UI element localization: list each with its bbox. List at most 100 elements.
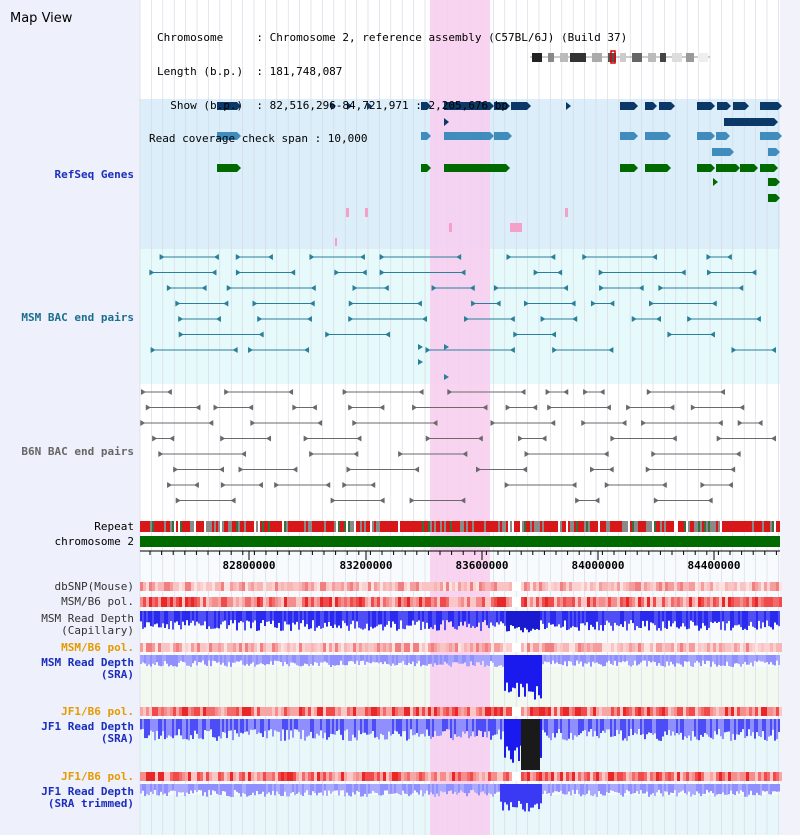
density-cell [323, 643, 326, 652]
repeat-element [198, 521, 200, 532]
gene-block [760, 164, 774, 172]
gene-arrow [667, 132, 671, 140]
read-depth-bar [760, 784, 762, 796]
read-depth-bar [452, 655, 454, 663]
read-depth-bar [574, 719, 576, 736]
read-depth-bar [462, 655, 464, 664]
density-cell [152, 643, 155, 652]
read-depth-bar [586, 784, 588, 794]
msm-bac-pair-end [421, 316, 427, 322]
density-cell [587, 707, 590, 716]
read-depth-bar [388, 719, 390, 732]
density-cell [755, 707, 758, 716]
read-depth-bar [608, 611, 610, 623]
read-depth-bar [656, 655, 658, 666]
track-label-jf1-read-depth-trimmed[interactable]: JF1 Read Depth (SRA trimmed) [41, 785, 134, 810]
msm-bac-pair-end [738, 285, 744, 291]
density-cell [254, 643, 257, 652]
read-depth-bar [346, 655, 348, 666]
density-cell [608, 772, 611, 781]
track-label-jf1-b6-pol-2[interactable]: JF1/B6 pol. [61, 770, 134, 783]
read-depth-bar [418, 719, 420, 737]
read-depth-bar [660, 719, 662, 741]
read-depth-bar [626, 719, 628, 741]
msm-bac-end [418, 344, 423, 350]
ideogram-band [532, 53, 542, 62]
repeat-element [656, 521, 658, 532]
density-cell [374, 707, 377, 716]
read-depth-bar [246, 611, 248, 621]
track-label-msm-read-depth-capillary[interactable]: MSM Read Depth (Capillary) [41, 612, 134, 637]
read-depth-bar [382, 719, 384, 736]
density-cell [602, 597, 605, 607]
read-depth-bar [726, 784, 728, 795]
read-depth-bar [164, 719, 166, 740]
track-label-chromosome[interactable]: chromosome 2 [54, 535, 134, 548]
read-depth-bar [312, 611, 314, 621]
track-label-msm-bac-end-pairs[interactable]: MSM BAC end pairs [21, 311, 134, 324]
track-label-jf1-read-depth-sra[interactable]: JF1 Read Depth (SRA) [41, 720, 134, 745]
density-cell [377, 643, 380, 652]
read-depth-bar [478, 611, 480, 623]
repeat-element [216, 521, 218, 532]
track-label-jf1-b6-pol-1[interactable]: JF1/B6 pol. [61, 705, 134, 718]
repeat-element [192, 521, 194, 532]
density-cell [200, 707, 203, 716]
track-label-msm-read-depth-sra[interactable]: MSM Read Depth (SRA) [41, 656, 134, 681]
repeat-element [358, 521, 360, 532]
read-depth-bar [398, 611, 400, 630]
read-depth-bar [564, 719, 566, 740]
density-cell [368, 597, 371, 607]
read-depth-bar [422, 719, 424, 734]
read-depth-bar [582, 719, 584, 731]
read-depth-bar [222, 611, 224, 622]
density-cell [299, 643, 302, 652]
density-cell [503, 772, 506, 781]
density-cell [752, 772, 755, 781]
read-depth-bar [724, 655, 726, 666]
gene-arrow [726, 132, 730, 140]
density-cell [749, 582, 752, 591]
read-depth-bar [272, 611, 274, 621]
density-cell [638, 772, 641, 781]
read-depth-bar [584, 611, 586, 626]
b6n-bac-pair-end [140, 389, 146, 395]
read-depth-bar [580, 611, 582, 624]
b6n-bac-pair-end [250, 420, 256, 426]
density-cell [653, 582, 656, 591]
repeat-element [706, 521, 708, 532]
density-cell [644, 582, 647, 591]
repeat-element [566, 521, 568, 532]
density-cell [311, 707, 314, 716]
density-cell [725, 643, 728, 652]
read-depth-bar [706, 655, 708, 661]
read-depth-bar [700, 611, 702, 629]
density-cell [206, 582, 209, 591]
density-cell [248, 582, 251, 591]
density-cell [635, 707, 638, 716]
density-cell [302, 597, 305, 607]
track-label-b6n-bac-end-pairs[interactable]: B6N BAC end pairs [21, 445, 134, 458]
repeat-element [244, 521, 246, 532]
density-cell [143, 582, 146, 591]
track-label-refseq-genes[interactable]: RefSeq Genes [54, 168, 134, 181]
gene-block [645, 164, 667, 172]
track-label-msm-b6-pol-2[interactable]: MSM/B6 pol. [61, 641, 134, 654]
read-depth-bar [414, 655, 416, 667]
density-cell [410, 707, 413, 716]
read-depth-bar [442, 719, 444, 732]
track-label-repeat[interactable]: Repeat [94, 520, 134, 533]
read-depth-bar [306, 611, 308, 625]
density-cell [602, 582, 605, 591]
read-depth-bar [694, 719, 696, 737]
density-cell [773, 643, 776, 652]
read-depth-bar [366, 784, 368, 797]
read-depth-bar [486, 611, 488, 626]
density-cell [683, 597, 686, 607]
read-depth-bar [248, 719, 250, 735]
density-cell [566, 597, 569, 607]
track-label-msm-b6-pol-1[interactable]: MSM/B6 pol. [61, 595, 134, 608]
track-label-dbsnp[interactable]: dbSNP(Mouse) [54, 580, 134, 593]
density-cell [596, 597, 599, 607]
